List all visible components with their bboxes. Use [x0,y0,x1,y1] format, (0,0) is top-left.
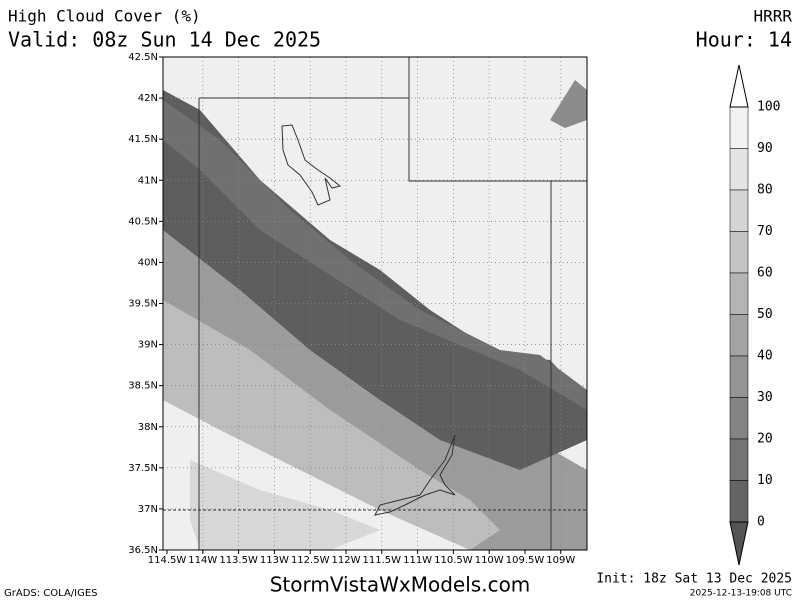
colorbar-arrow-bottom [729,521,749,566]
colorbar-band [729,397,749,440]
colorbar-band [729,355,749,398]
lon-label: 109W [546,555,575,566]
lon-label: 109.5W [506,555,545,566]
lake-powell [374,434,456,516]
grads-credit: GrADS: COLA/IGES [4,588,98,599]
model: HRRR [753,7,792,26]
lon-label: 114.5W [148,555,187,566]
valid-time: Valid: 08z Sun 14 Dec 2025 [8,28,321,52]
colorbar-band [729,438,749,481]
colorbar-label: 0 [757,515,765,530]
colorbar-label: 30 [757,390,773,405]
colorbar-band [729,189,749,232]
colorbar-label: 60 [757,266,773,281]
colorbar-label: 80 [757,183,773,198]
colorbar-band [729,106,749,149]
cloud-south [190,460,380,550]
colorbar-label: 40 [757,349,773,364]
colorbar-arrow-top [729,64,749,108]
great-salt-lake [281,124,342,206]
lat-label: 41.5N [128,134,158,145]
lon-label: 110W [475,555,504,566]
colorbar-label: 70 [757,224,773,239]
lon-label: 113W [260,555,289,566]
lon-label: 114W [188,555,217,566]
lat-label: 40.5N [128,216,158,227]
colorbar-band [729,148,749,191]
lat-label: 39.5N [128,299,158,310]
lon-label: 112W [332,555,361,566]
lat-label: 37N [138,504,158,515]
lat-label: 36.5N [128,545,158,556]
colorbar-band [729,480,749,523]
cloud-ne [550,80,587,128]
site: StormVistaWxModels.com [270,573,531,597]
init-time: Init: 18z Sat 13 Dec 2025 [596,572,792,587]
forecast-hour: Hour: 14 [696,28,792,52]
colorbar-label: 20 [757,432,773,447]
lon-label: 110.5W [434,555,473,566]
colorbar-label: 90 [757,141,773,156]
lat-label: 40N [138,257,158,268]
colorbar-label: 50 [757,307,773,322]
colorbar-label: 100 [757,100,780,115]
colorbar-band [729,314,749,357]
lon-label: 111W [403,555,432,566]
colorbar-band [729,272,749,315]
lat-label: 38.5N [128,381,158,392]
lon-label: 112.5W [291,555,330,566]
lat-label: 38N [138,422,158,433]
map [162,56,588,551]
lat-label: 37.5N [128,463,158,474]
lat-label: 39N [138,340,158,351]
lon-label: 113.5W [219,555,258,566]
lon-label: 111.5W [363,555,402,566]
title: High Cloud Cover (%) [8,7,201,26]
lat-label: 42.5N [128,52,158,63]
state-border [198,57,587,550]
cloud-light [163,300,500,550]
cloud-edge [163,100,587,410]
colorbar-label: 10 [757,473,773,488]
lat-label: 41N [138,175,158,186]
lat-label: 42N [138,93,158,104]
timestamp: 2025-12-13-19:08 UTC [690,589,792,599]
colorbar-band [729,231,749,274]
